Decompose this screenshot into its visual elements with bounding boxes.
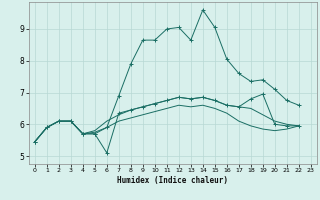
X-axis label: Humidex (Indice chaleur): Humidex (Indice chaleur) bbox=[117, 176, 228, 185]
